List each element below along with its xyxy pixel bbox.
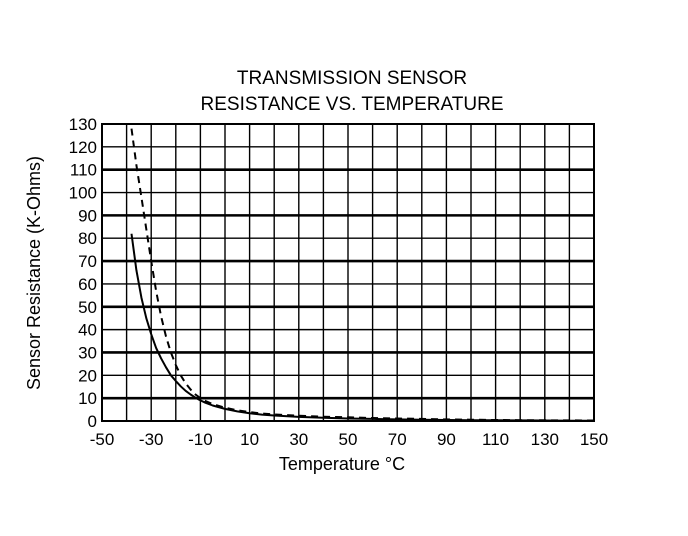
x-tick-label: -30 bbox=[139, 430, 164, 449]
y-tick-label: 80 bbox=[78, 229, 97, 248]
chart-title-line-1: TRANSMISSION SENSOR bbox=[237, 68, 467, 89]
x-tick-label: -50 bbox=[90, 430, 115, 449]
y-tick-label: 40 bbox=[78, 321, 97, 340]
x-tick-label: 10 bbox=[240, 430, 259, 449]
x-tick-label: 50 bbox=[339, 430, 358, 449]
y-tick-label: 50 bbox=[78, 298, 97, 317]
y-tick-label: 120 bbox=[69, 138, 97, 157]
x-tick-label: 30 bbox=[289, 430, 308, 449]
y-tick-label: 110 bbox=[70, 161, 97, 180]
y-tick-label: 60 bbox=[78, 275, 97, 294]
y-tick-label: 100 bbox=[69, 184, 97, 203]
chart-title-line-2: RESISTANCE VS. TEMPERATURE bbox=[201, 94, 504, 115]
y-tick-label: 90 bbox=[78, 206, 97, 225]
y-tick-label: 10 bbox=[78, 389, 97, 408]
y-tick-label: 30 bbox=[78, 343, 97, 362]
tick-labels: 0 10 20 30 40 50 60 70 80 90 100 110 120 130 -50 -30 -10… bbox=[69, 115, 609, 449]
series-line-dashed bbox=[130, 128, 595, 422]
x-axis-label: Temperature °C bbox=[279, 454, 405, 474]
x-tick-label: 130 bbox=[531, 430, 559, 449]
y-tick-label: 70 bbox=[78, 252, 97, 271]
x-tick-label: 70 bbox=[388, 430, 407, 449]
grid bbox=[102, 124, 594, 421]
x-tick-label: -10 bbox=[188, 430, 213, 449]
y-tick-label: 0 bbox=[88, 412, 97, 431]
x-tick-label: 90 bbox=[437, 430, 456, 449]
y-tick-label: 130 bbox=[69, 115, 97, 134]
y-tick-label: 20 bbox=[78, 366, 97, 385]
x-tick-label: 150 bbox=[580, 430, 608, 449]
x-tick-label: 110 bbox=[482, 430, 509, 449]
plot-frame bbox=[101, 123, 595, 422]
y-axis-label: Sensor Resistance (K-Ohms) bbox=[24, 156, 44, 390]
